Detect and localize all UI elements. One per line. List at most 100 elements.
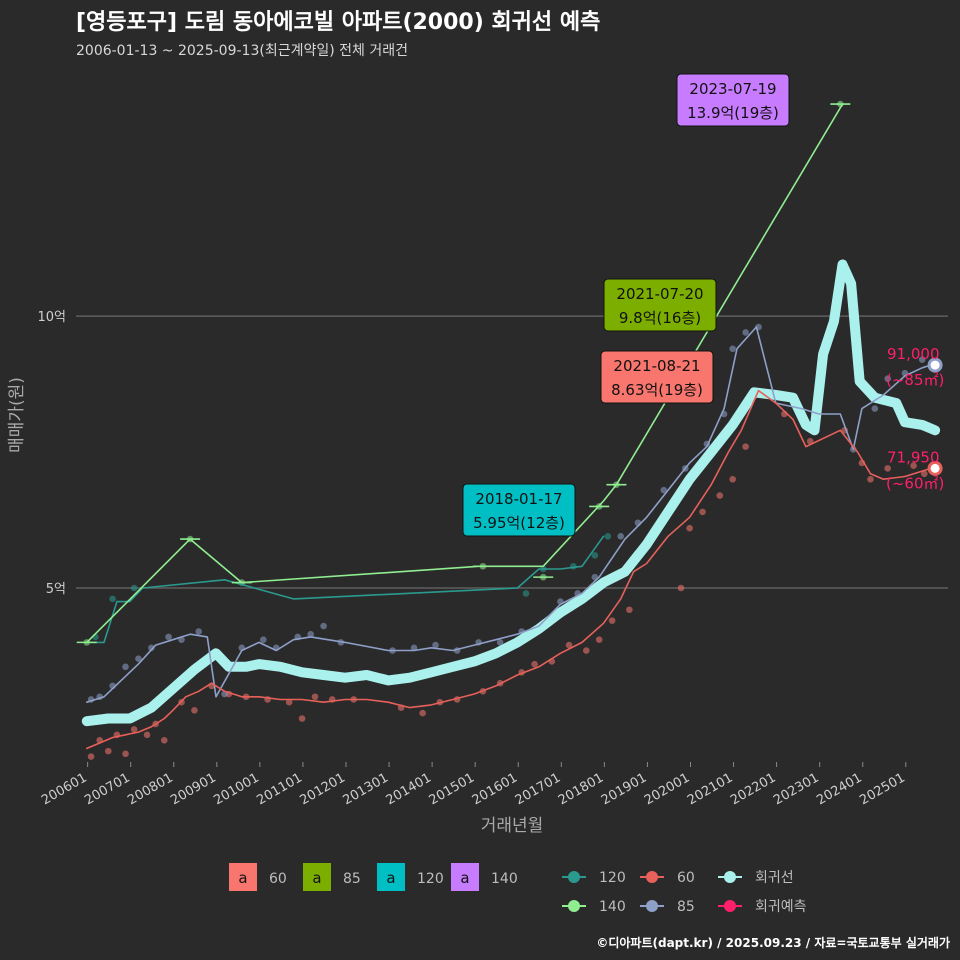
forecast-labels: 91,000 (~85㎡) 71,950 (~60㎡) <box>886 345 944 492</box>
point-120-2 <box>130 584 138 592</box>
legend: a 60 a 85 a 120 a 140 120 60 회귀선 140 85 회귀예측 <box>229 863 807 915</box>
legend-glyph-60: a <box>238 869 247 887</box>
x-tick-label-3: 200901 <box>168 770 218 808</box>
series-line-85 <box>86 326 932 703</box>
chart-title: [영등포구] 도림 동아에코빌 아파트(2000) 회귀선 예측 <box>76 10 601 35</box>
legend-series-label-3: 140 <box>599 899 626 915</box>
forecast-marker-1 <box>927 460 943 476</box>
point-60-10 <box>191 707 198 714</box>
point-85-19 <box>432 641 439 649</box>
legend-dot-5 <box>724 900 736 912</box>
x-tick-label-17: 202301 <box>771 770 821 808</box>
x-tick-label-7: 201301 <box>341 770 391 808</box>
x-tick-label-15: 202101 <box>685 770 735 808</box>
legend-dot-0 <box>568 871 580 883</box>
x-tick-label-9: 201501 <box>427 770 477 808</box>
legend-key-140 <box>451 863 479 891</box>
forecast-value-0: 91,000 <box>887 345 940 363</box>
callout-date-1: 2021-07-20 <box>616 285 703 303</box>
y-tick-label-1: 10억 <box>37 310 66 325</box>
point-60-30 <box>582 647 590 654</box>
point-60-5 <box>130 726 138 733</box>
x-tick-label-4: 201001 <box>211 770 261 808</box>
legend-key-85 <box>303 863 331 891</box>
point-85-5 <box>148 644 155 652</box>
forecast-area-1: (~60㎡) <box>886 474 944 492</box>
legend-series-label-5: 회귀예측 <box>755 899 807 915</box>
point-85-39 <box>884 375 892 382</box>
point-60-45 <box>867 475 874 483</box>
point-60-32 <box>608 617 616 624</box>
legend-label-85: 85 <box>343 871 361 887</box>
point-120-3 <box>522 590 530 597</box>
callout-price-2: 8.63억(19층) <box>611 381 703 399</box>
point-120-1 <box>109 595 116 603</box>
legend-label-140: 140 <box>491 871 518 887</box>
legend-glyph-120: a <box>386 869 395 887</box>
legend-series-label-1: 60 <box>677 870 695 886</box>
point-120-6 <box>591 552 599 559</box>
x-tick-label-6: 201201 <box>298 770 348 808</box>
point-60-47 <box>910 462 917 469</box>
point-85-34 <box>729 345 736 353</box>
callout-price-1: 9.8억(16층) <box>619 309 701 327</box>
x-tick-label-0: 200601 <box>39 770 89 808</box>
point-60-27 <box>531 660 538 668</box>
point-60-0 <box>87 753 95 760</box>
y-tick-label-0: 5억 <box>46 582 66 597</box>
forecast-area-0: (~85㎡) <box>886 371 944 389</box>
series-line-140 <box>86 103 844 644</box>
callout-date-3: 2018-01-17 <box>475 490 562 508</box>
point-60-21 <box>419 709 426 717</box>
legend-label-120: 120 <box>417 871 444 887</box>
legend-dot-2 <box>724 871 736 883</box>
legend-dot-1 <box>646 871 658 883</box>
point-85-4 <box>135 655 142 662</box>
point-60-46 <box>884 465 892 472</box>
point-85-15 <box>320 622 327 630</box>
x-tick-label-13: 201901 <box>599 770 649 808</box>
legend-series-label-2: 회귀선 <box>755 870 794 886</box>
x-tick-label-2: 200801 <box>125 770 175 808</box>
point-120-7 <box>604 533 612 540</box>
callouts: 2023-07-19 13.9억(19층) 2021-07-20 9.8억(16층) 2… <box>462 73 790 537</box>
x-tick-label-12: 201801 <box>556 770 606 808</box>
legend-dot-3 <box>568 900 580 912</box>
legend-glyph-85: a <box>312 869 321 887</box>
point-60-29 <box>565 641 573 649</box>
point-85-14 <box>307 630 314 638</box>
point-85-41 <box>918 356 926 363</box>
x-tick-label-10: 201601 <box>470 770 520 808</box>
point-85-8 <box>195 628 203 635</box>
callout-box-0 <box>676 73 790 127</box>
point-60-16 <box>298 715 306 722</box>
x-tick-label-8: 201401 <box>384 770 434 808</box>
callout-box-1 <box>603 278 717 332</box>
point-60-4 <box>122 750 129 758</box>
point-60-33 <box>626 606 633 614</box>
point-60-6 <box>143 731 151 739</box>
point-120-5 <box>570 562 577 570</box>
legend-glyph-140: a <box>460 869 469 887</box>
x-tick-label-14: 202001 <box>642 770 692 808</box>
footer-source: ©디아파트(dapt.kr) / 2025.09.23 / 자료=국토교통부 실… <box>596 936 950 950</box>
series-lines <box>76 103 941 750</box>
legend-dot-4 <box>646 900 658 912</box>
legend-series-label-0: 120 <box>599 870 626 886</box>
legend-key-120 <box>377 863 405 891</box>
x-tick-label-5: 201101 <box>254 770 304 808</box>
point-85-6 <box>165 633 172 641</box>
callout-price-3: 5.95억(12층) <box>473 514 565 532</box>
point-85-38 <box>871 405 879 412</box>
x-tick-label-1: 200701 <box>82 770 132 808</box>
point-85-22 <box>496 639 504 646</box>
point-60-15 <box>285 698 293 706</box>
point-60-34 <box>677 584 685 592</box>
point-85-30 <box>660 486 668 494</box>
forecast-value-1: 71,950 <box>887 448 940 466</box>
x-tick-label-16: 202201 <box>728 770 778 808</box>
series-line-60 <box>86 389 932 750</box>
point-85-11 <box>260 636 267 643</box>
y-axis-label: 매매가(원) <box>7 377 27 453</box>
